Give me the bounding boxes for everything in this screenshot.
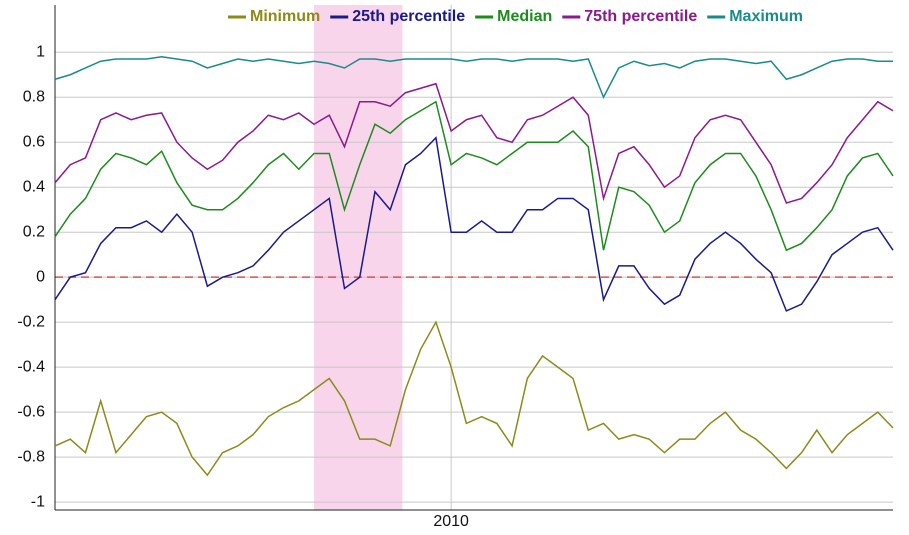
y-tick-label: -1: [31, 493, 45, 510]
legend-label: 25th percentile: [352, 8, 465, 25]
y-tick-label: 0: [36, 268, 45, 285]
shaded-region: [314, 5, 403, 510]
y-tick-label: -0.6: [17, 403, 45, 420]
y-tick-label: -0.4: [17, 358, 45, 375]
legend-label: 75th percentile: [584, 8, 697, 25]
y-tick-label: 1: [36, 43, 45, 60]
y-tick-label: -0.8: [17, 448, 45, 465]
series-line: [54, 100, 894, 252]
y-tick-label: -0.2: [17, 313, 45, 330]
series-line: [54, 55, 893, 100]
legend-label: Maximum: [729, 8, 803, 25]
y-tick-label: 0.8: [23, 88, 45, 105]
legend-label: Minimum: [250, 8, 320, 25]
series-line: [54, 136, 894, 312]
y-tick-label: 0.6: [23, 133, 45, 150]
y-tick-label: 0.2: [23, 223, 45, 240]
legend-label: Median: [497, 8, 552, 25]
x-tick-label: 2010: [433, 513, 469, 530]
series-line: [54, 320, 894, 477]
y-tick-label: 0.4: [23, 178, 45, 195]
series-line: [54, 82, 894, 204]
